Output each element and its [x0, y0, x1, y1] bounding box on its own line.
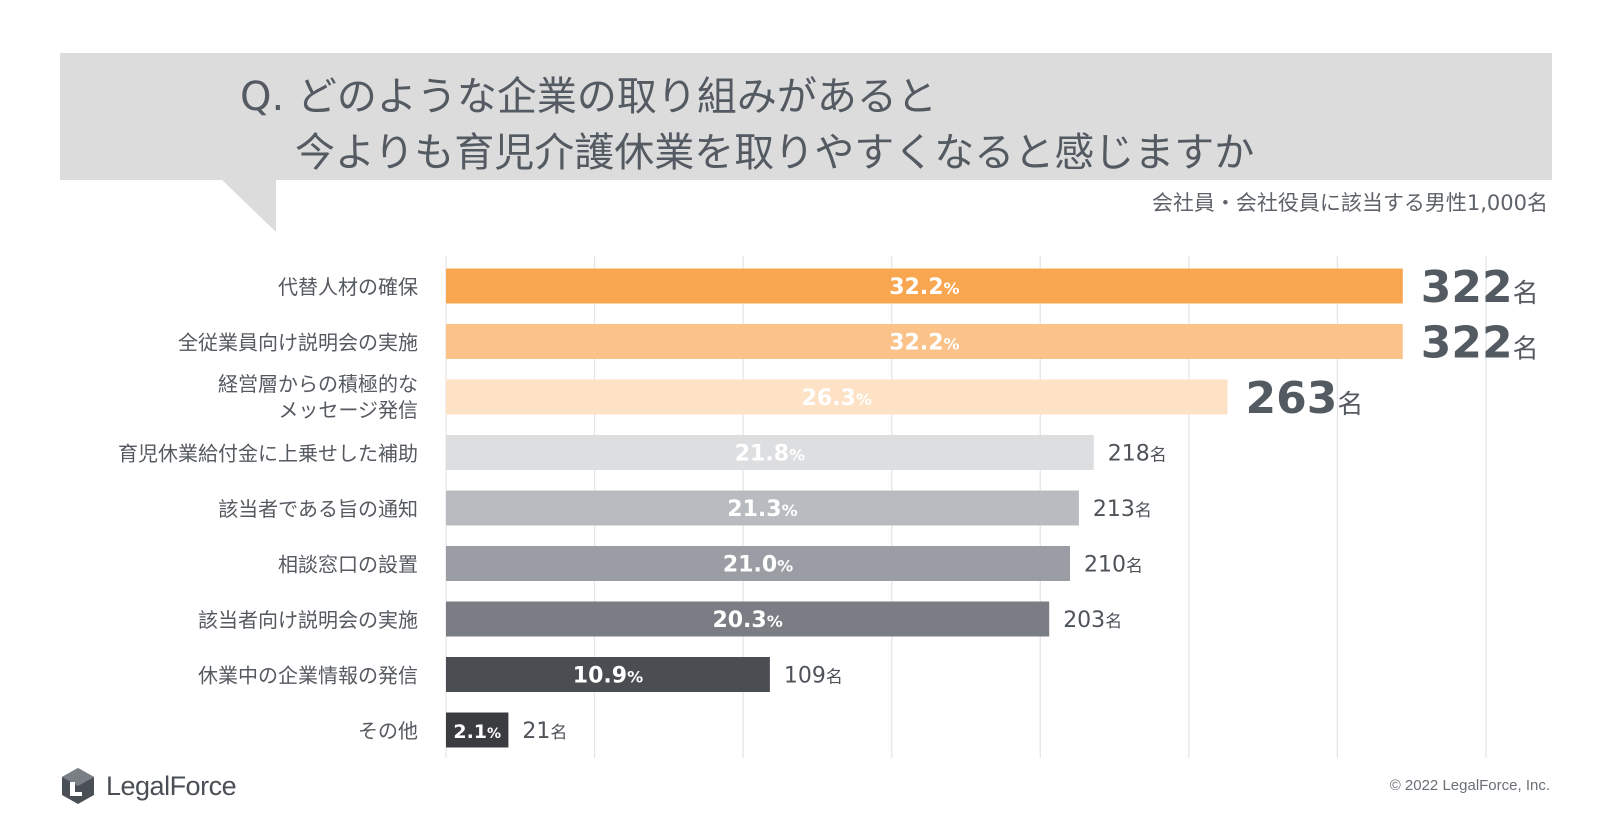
logo-text: LegalForce — [106, 770, 237, 801]
question-line-1: Q. どのような企業の取り組みがあると — [240, 74, 937, 120]
logo: LegalForce — [58, 766, 237, 806]
speech-bubble-tail — [222, 180, 276, 232]
bar-0 — [446, 268, 1403, 304]
percent-label-7: 10.9% — [573, 664, 643, 689]
count-label-4: 213名 — [1093, 497, 1152, 522]
percent-label-2: 26.3% — [802, 386, 872, 411]
category-label-4: 該当者である旨の通知 — [218, 497, 418, 521]
category-label-7: 休業中の企業情報の発信 — [198, 664, 418, 688]
count-label-5: 210名 — [1084, 553, 1143, 578]
percent-label-0: 32.2% — [889, 275, 959, 300]
bar-4 — [446, 490, 1079, 526]
category-label-2: 経営層からの積極的なメッセージ発信 — [218, 372, 418, 422]
count-label-7: 109名 — [784, 664, 843, 689]
percent-label-4: 21.3% — [727, 497, 797, 522]
category-label-0: 代替人材の確保 — [278, 275, 418, 299]
bar-8 — [446, 712, 509, 748]
copyright: © 2022 LegalForce, Inc. — [1389, 777, 1550, 794]
bar-6 — [446, 601, 1050, 637]
count-label-2: 263名 — [1245, 373, 1363, 424]
percent-label-6: 20.3% — [712, 608, 782, 633]
bar-7 — [446, 657, 770, 692]
category-label-3: 育児休業給付金に上乗せした補助 — [118, 442, 418, 466]
question-banner — [60, 53, 1552, 180]
category-label-5: 相談窓口の設置 — [278, 553, 418, 577]
count-label-3: 218名 — [1108, 442, 1167, 467]
percent-label-1: 32.2% — [889, 331, 959, 356]
bar-5 — [446, 546, 1070, 581]
category-label-6: 該当者向け説明会の実施 — [198, 608, 418, 632]
percent-label-3: 21.8% — [735, 442, 805, 467]
count-label-8: 21名 — [522, 719, 567, 744]
count-label-6: 203名 — [1063, 608, 1122, 633]
percent-label-5: 21.0% — [723, 553, 793, 578]
question-line-2: 今よりも育児介護休業を取りやすくなると感じますか — [295, 130, 1255, 176]
count-label-1: 322名 — [1421, 318, 1539, 369]
category-label-1: 全従業員向け説明会の実施 — [178, 331, 418, 355]
percent-label-8: 2.1% — [453, 721, 501, 743]
sample-description: 会社員・会社役員に該当する男性1,000名 — [1151, 191, 1548, 215]
bar-1 — [446, 324, 1403, 359]
bar-3 — [446, 435, 1094, 470]
count-label-0: 322名 — [1421, 262, 1539, 313]
legalforce-logo-icon — [62, 768, 94, 804]
category-label-8: その他 — [358, 719, 418, 743]
bar-2 — [446, 379, 1228, 415]
